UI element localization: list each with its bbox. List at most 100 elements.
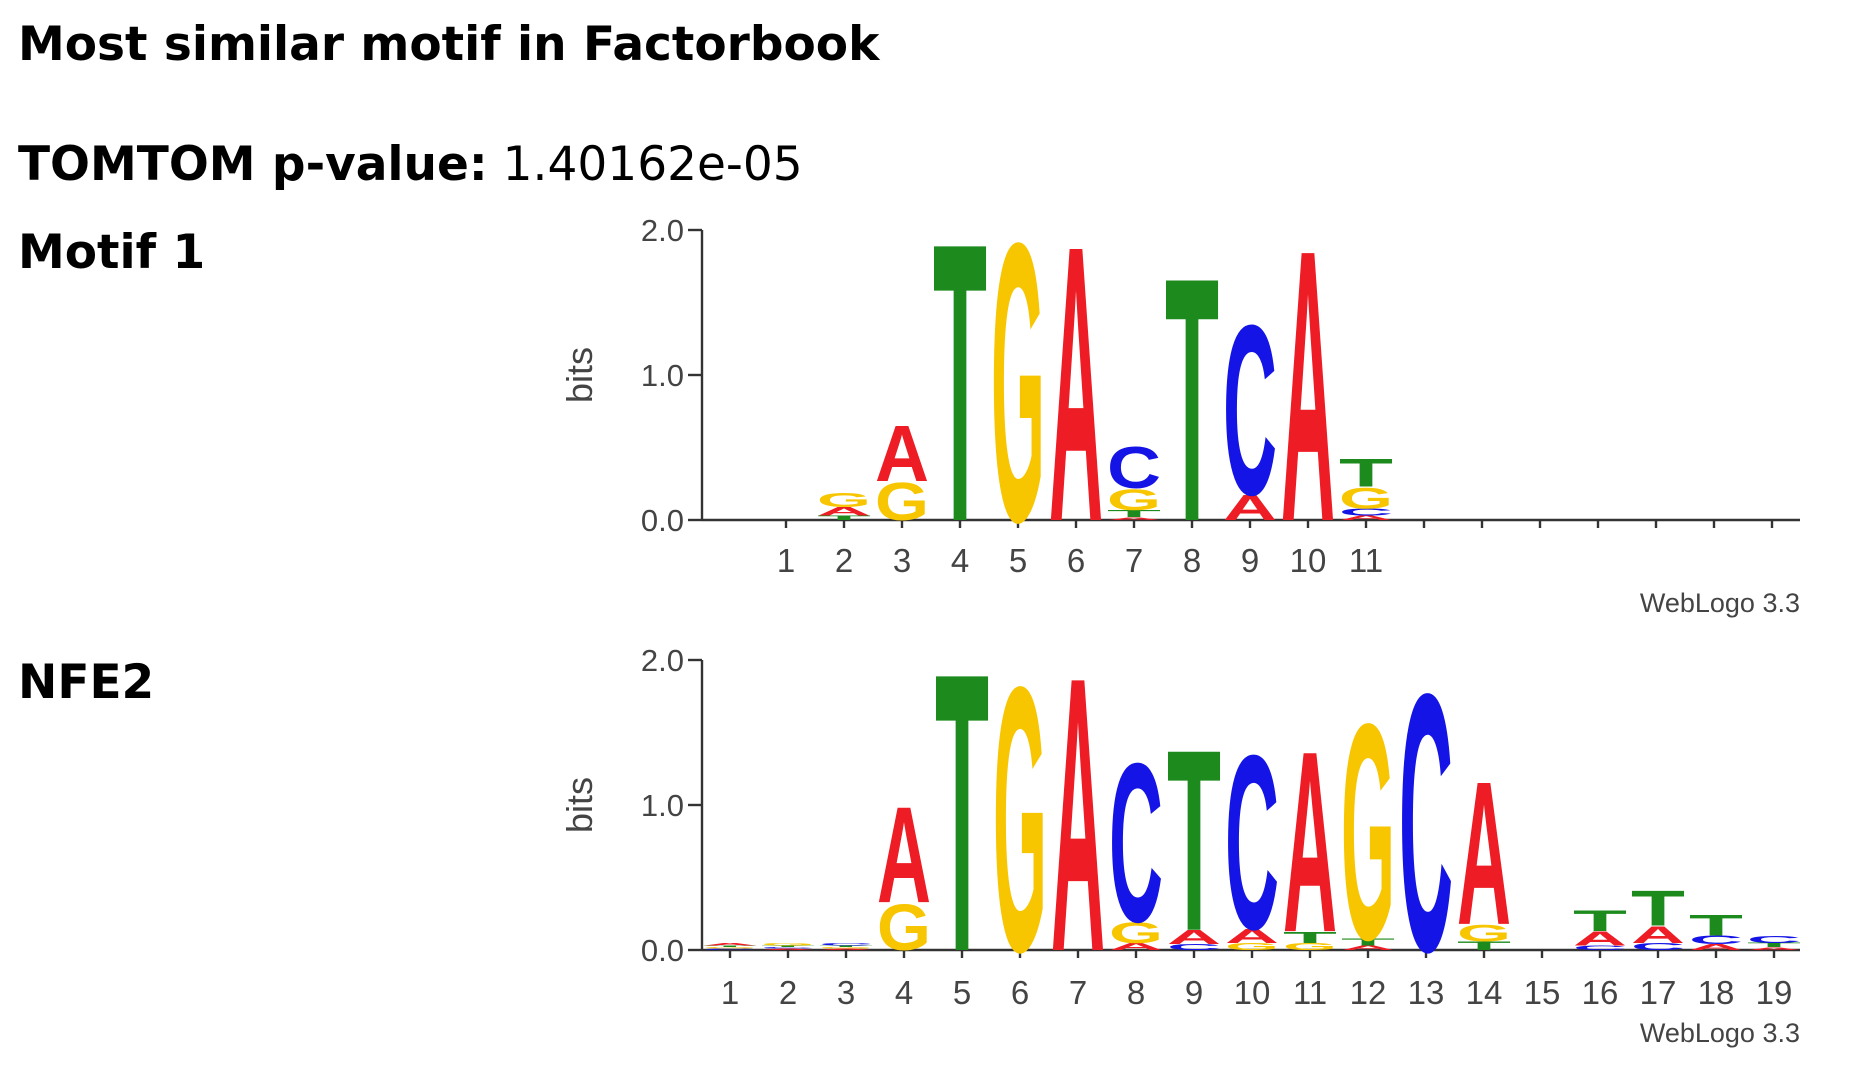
pvalue-label: TOMTOM p-value: <box>18 137 488 192</box>
x-tick-label: 13 <box>1408 974 1445 1011</box>
logo-letter: G <box>1283 941 1337 952</box>
logo-letter: C <box>819 942 873 946</box>
x-tick-label: 10 <box>1234 974 1271 1011</box>
x-tick-label: 18 <box>1698 974 1735 1011</box>
x-tick-label: 7 <box>1125 542 1143 579</box>
x-tick-label: 16 <box>1582 974 1619 1011</box>
logo-letter: G <box>1109 917 1163 950</box>
logo-letter: A <box>1225 925 1279 948</box>
logo-letter: G <box>703 947 757 949</box>
logo-letter: T <box>817 515 871 522</box>
logo-letter: T <box>1339 451 1393 496</box>
logo-letter: T <box>819 945 873 947</box>
x-tick-label: 4 <box>895 974 913 1011</box>
logo-letter: G <box>875 472 929 532</box>
logo-letter: G <box>1339 482 1393 515</box>
logo-letter: C <box>1339 507 1393 518</box>
logo-letter: T <box>1167 696 1221 985</box>
y-tick-label: 0.0 <box>641 933 684 968</box>
logo-letter: T <box>1107 508 1161 519</box>
x-tick-label: 8 <box>1127 974 1145 1011</box>
logo-letter: T <box>1283 929 1337 947</box>
logo-letter: T <box>1631 881 1685 936</box>
logo-letter: A <box>1339 515 1393 522</box>
logo-letter: A <box>1051 596 1105 1034</box>
y-tick-label: 2.0 <box>641 213 684 248</box>
x-tick-label: 9 <box>1185 974 1203 1011</box>
logo-letter: T <box>935 591 989 1036</box>
logo-letter: A <box>1631 921 1685 948</box>
x-tick-label: 2 <box>835 542 853 579</box>
logo-letter: C <box>1689 934 1743 947</box>
x-tick-label: 1 <box>777 542 795 579</box>
x-tick-label: 3 <box>837 974 855 1011</box>
x-tick-label: 9 <box>1241 542 1259 579</box>
logo-letter: G <box>1457 920 1511 947</box>
motif-label: NFE2 <box>18 655 154 710</box>
x-tick-label: 17 <box>1640 974 1677 1011</box>
logo-letter: T <box>1165 205 1219 594</box>
logo-letter: A <box>1283 699 1337 987</box>
logo-letter: C <box>1225 703 1279 981</box>
logo-letter: A <box>877 779 931 932</box>
logo-letter: C <box>703 948 757 950</box>
logo-letter: G <box>817 489 871 511</box>
x-tick-label: 15 <box>1524 974 1561 1011</box>
x-tick-label: 11 <box>1293 974 1327 1011</box>
logo-letter: A <box>1107 516 1161 520</box>
logo-letter: A <box>1573 927 1627 950</box>
x-tick-label: 3 <box>893 542 911 579</box>
logo-letter: A <box>1341 945 1395 952</box>
x-tick-label: 4 <box>951 542 969 579</box>
logo-letter: A <box>819 948 873 950</box>
logo-letter: T <box>933 161 987 606</box>
logo-letter: A <box>1747 946 1801 950</box>
y-tick-label: 0.0 <box>641 503 684 538</box>
logo-letter: A <box>703 942 757 946</box>
logo-letter: A <box>1049 164 1103 604</box>
logo-letter: A <box>1109 941 1163 952</box>
y-axis-label: bits <box>559 777 600 833</box>
x-tick-label: 8 <box>1183 542 1201 579</box>
logo-letter: G <box>1341 661 1395 1005</box>
logo-letter: G <box>761 942 815 946</box>
logo-letter: A <box>1281 170 1335 603</box>
logo-letter: C <box>1109 716 1163 970</box>
logo-letter: T <box>703 945 757 947</box>
logo-letter: G <box>819 947 873 949</box>
motif-label: Motif 1 <box>18 225 205 280</box>
y-axis-label: bits <box>559 347 600 403</box>
logo-letter: T <box>1747 942 1801 949</box>
logo-letter: G <box>991 161 1045 605</box>
logo-letter: A <box>1167 926 1221 949</box>
logo-letter: T <box>761 945 815 947</box>
logo-letter: T <box>1689 908 1743 941</box>
x-tick-label: 11 <box>1349 542 1383 579</box>
title: Most similar motif in Factorbook <box>18 17 881 72</box>
footer: WebLogo 3.3 <box>1640 588 1800 618</box>
logo-letter: T <box>1457 939 1511 952</box>
x-tick-label: 1 <box>721 974 739 1011</box>
x-tick-label: 7 <box>1069 974 1087 1011</box>
logo-letter: C <box>1107 435 1161 501</box>
logo-letter: A <box>1223 488 1277 528</box>
logo-letter: T <box>1573 904 1627 937</box>
x-tick-label: 10 <box>1290 542 1327 579</box>
x-tick-label: 14 <box>1466 974 1503 1011</box>
x-tick-label: 2 <box>779 974 797 1011</box>
logo-letter: A <box>761 948 815 950</box>
pvalue: 1.40162e-05 <box>503 137 803 192</box>
logo-letter: A <box>875 410 929 499</box>
logo-letter: G <box>877 892 931 965</box>
x-tick-label: 5 <box>953 974 971 1011</box>
logo-letter: C <box>1223 275 1277 547</box>
y-tick-label: 1.0 <box>641 358 684 393</box>
logo-letter: C <box>1167 943 1221 952</box>
logo-letter: C <box>1631 941 1685 952</box>
logo-letter: C <box>1747 934 1801 945</box>
logo-letter: A <box>1457 738 1511 968</box>
y-tick-label: 2.0 <box>641 643 684 678</box>
pvalue-line: TOMTOM p-value: 1.40162e-05 <box>18 137 803 192</box>
footer: WebLogo 3.3 <box>1640 1018 1800 1048</box>
